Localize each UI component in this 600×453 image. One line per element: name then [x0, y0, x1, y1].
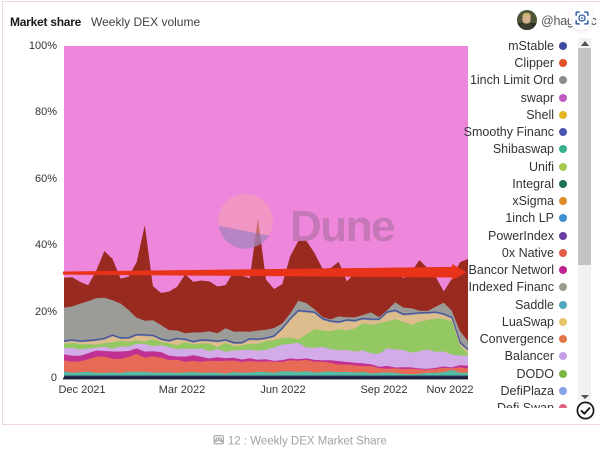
svg-text:Dune: Dune: [290, 202, 394, 251]
